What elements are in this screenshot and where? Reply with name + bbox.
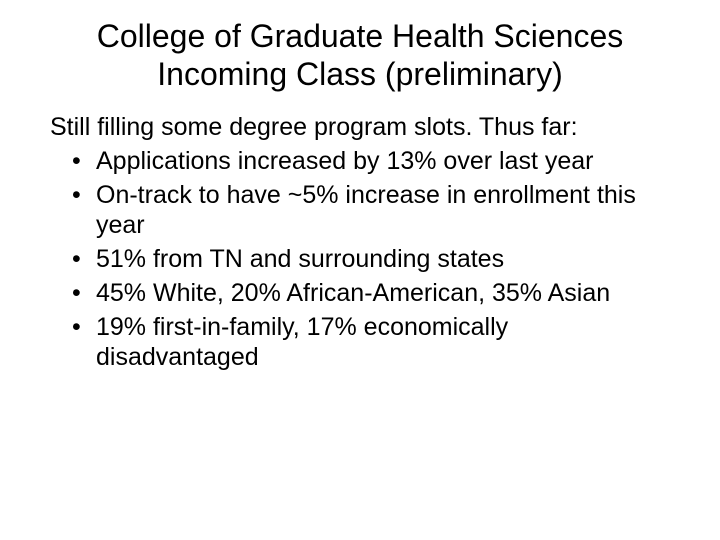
intro-text: Still filling some degree program slots.… xyxy=(50,112,670,142)
slide: College of Graduate Health Sciences Inco… xyxy=(0,0,720,540)
list-item: 51% from TN and surrounding states xyxy=(50,244,670,274)
list-item: On-track to have ~5% increase in enrollm… xyxy=(50,180,670,240)
title-line-1: College of Graduate Health Sciences xyxy=(97,18,624,54)
list-item: 45% White, 20% African-American, 35% Asi… xyxy=(50,278,670,308)
slide-title: College of Graduate Health Sciences Inco… xyxy=(50,18,670,94)
list-item: Applications increased by 13% over last … xyxy=(50,146,670,176)
bullet-list: Applications increased by 13% over last … xyxy=(50,146,670,372)
title-line-2: Incoming Class (preliminary) xyxy=(157,56,562,92)
list-item: 19% first-in-family, 17% economically di… xyxy=(50,312,670,372)
